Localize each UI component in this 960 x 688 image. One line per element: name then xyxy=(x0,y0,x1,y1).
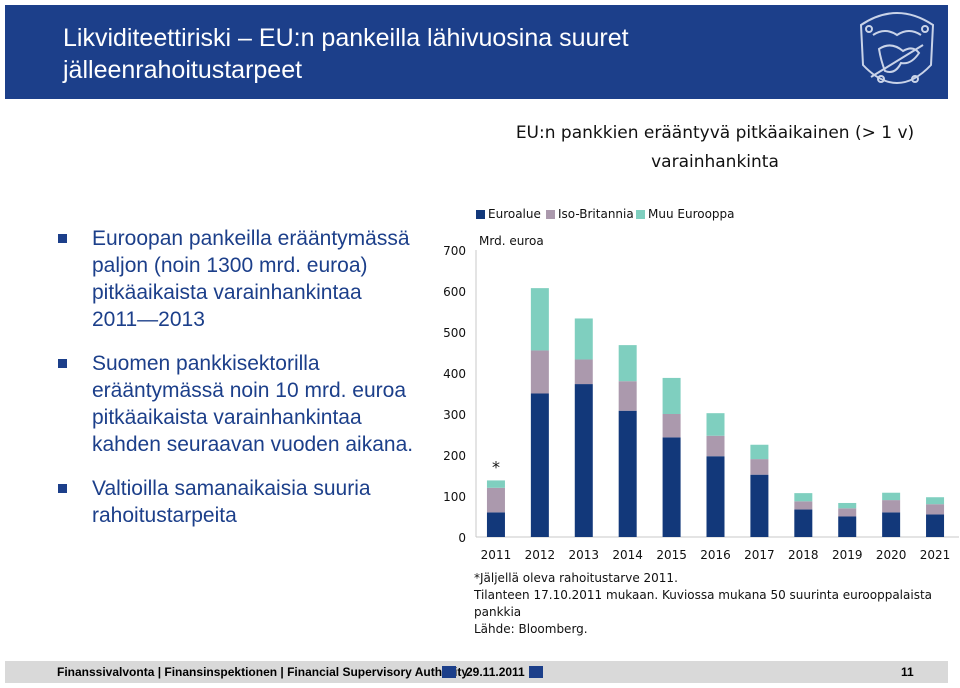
bar-segment xyxy=(574,384,593,537)
x-tick-label: 2018 xyxy=(788,548,819,562)
bar-segment xyxy=(882,492,901,501)
footnote-line2: Tilanteen 17.10.2011 mukaan. Kuviossa mu… xyxy=(474,588,933,619)
legend-swatch xyxy=(636,210,645,219)
bar-segment xyxy=(530,393,549,537)
chart-footnotes: *Jäljellä oleva rahoitustarve 2011. Tila… xyxy=(474,570,960,638)
y-tick-label: 100 xyxy=(443,490,466,504)
bar-segment xyxy=(926,514,945,537)
footer-organization: Finanssivalvonta | Finansinspektionen | … xyxy=(57,665,469,679)
x-tick-label: 2020 xyxy=(876,548,907,562)
bar-segment xyxy=(486,480,505,488)
bullet-square-icon xyxy=(58,484,67,493)
bar-segment xyxy=(794,501,813,510)
bullet-text: Valtioilla samanaikaisia suuria rahoitus… xyxy=(92,477,371,527)
footnote-source: Lähde: Bloomberg. xyxy=(474,622,588,636)
footer-square-icon xyxy=(442,666,456,678)
page-number: 11 xyxy=(901,665,914,679)
bar-segment xyxy=(750,474,769,537)
bullet-square-icon xyxy=(58,359,67,368)
header-bar: Likviditeettiriski – EU:n pankeilla lähi… xyxy=(5,5,948,99)
bullet-item: Suomen pankkisektorilla erääntymässä noi… xyxy=(58,350,430,458)
bar-segment xyxy=(618,381,637,411)
bar-segment xyxy=(706,456,725,537)
bullet-text: Euroopan pankeilla erääntymässä paljon (… xyxy=(92,227,410,331)
bar-segment xyxy=(750,444,769,460)
bar-segment xyxy=(662,414,681,438)
bullet-text: Suomen pankkisektorilla erääntymässä noi… xyxy=(92,352,414,456)
legend-swatch xyxy=(546,210,555,219)
bullet-item: Euroopan pankeilla erääntymässä paljon (… xyxy=(58,225,430,333)
page-title-line2: jälleenrahoitustarpeet xyxy=(63,56,303,84)
bar-segment xyxy=(574,318,593,360)
bar-segment xyxy=(750,459,769,475)
x-tick-label: 2015 xyxy=(656,548,687,562)
bar-segment xyxy=(618,345,637,382)
y-tick-label: 500 xyxy=(443,326,466,340)
x-tick-label: 2014 xyxy=(612,548,643,562)
bar-segment xyxy=(838,516,857,537)
page-title: Likviditeettiriski – EU:n pankeilla lähi… xyxy=(63,22,629,86)
footer-date: 29.11.2011 xyxy=(466,665,525,679)
bullet-square-icon xyxy=(58,234,67,243)
x-tick-label: 2019 xyxy=(832,548,863,562)
bullet-item: Valtioilla samanaikaisia suuria rahoitus… xyxy=(58,475,430,529)
bar-segment xyxy=(794,509,813,537)
y-tick-label: 200 xyxy=(443,449,466,463)
footer-square-icon xyxy=(529,666,543,678)
y-axis-label: Mrd. euroa xyxy=(479,234,544,248)
x-tick-label: 2017 xyxy=(744,548,775,562)
bar-segment xyxy=(706,413,725,436)
chart-title: EU:n pankkien erääntyvä pitkäaikainen (>… xyxy=(470,119,960,177)
stacked-bar-chart: Euroalue Iso-Britannia Muu Eurooppa Mrd. eu… xyxy=(443,207,959,562)
y-tick-label: 0 xyxy=(458,531,466,545)
bar-segment xyxy=(574,359,593,385)
bar-segment xyxy=(618,410,637,537)
y-tick-label: 600 xyxy=(443,285,466,299)
y-tick-label: 300 xyxy=(443,408,466,422)
bar-segment xyxy=(530,288,549,351)
legend-swatch xyxy=(476,210,485,219)
legend-label: Iso-Britannia xyxy=(558,207,634,221)
bar-segment xyxy=(486,487,505,513)
bar-segment xyxy=(706,435,725,457)
bar-segment xyxy=(838,508,857,517)
x-tick-label: 2016 xyxy=(700,548,731,562)
bar-segment xyxy=(882,500,901,513)
x-tick-label: 2013 xyxy=(568,548,599,562)
bar-segment xyxy=(794,493,813,502)
bullet-list: Euroopan pankeilla erääntymässä paljon (… xyxy=(58,225,430,546)
footer-bar: Finanssivalvonta | Finansinspektionen | … xyxy=(5,661,948,683)
legend-label: Euroalue xyxy=(488,207,541,221)
y-tick-label: 700 xyxy=(443,244,466,258)
x-tick-label: 2012 xyxy=(525,548,556,562)
x-tick-label: 2021 xyxy=(920,548,951,562)
bar-segment xyxy=(662,437,681,537)
bar-segment xyxy=(530,350,549,394)
bar-segment xyxy=(486,512,505,537)
page-title-line1: Likviditeettiriski – EU:n pankeilla lähi… xyxy=(63,24,629,52)
footnote-line1: *Jäljellä oleva rahoitustarve 2011. xyxy=(474,571,678,585)
bar-segment xyxy=(662,377,681,414)
chart-title-line2: varainhankinta xyxy=(651,152,779,172)
y-tick-label: 400 xyxy=(443,367,466,381)
bar-segment xyxy=(882,512,901,537)
bar-annotation: * xyxy=(492,457,500,476)
chart-title-line1: EU:n pankkien erääntyvä pitkäaikainen (>… xyxy=(515,123,915,143)
bar-segment xyxy=(926,497,945,505)
lion-coat-of-arms-icon xyxy=(859,12,935,84)
x-tick-label: 2011 xyxy=(481,548,512,562)
legend-label: Muu Eurooppa xyxy=(648,207,735,221)
bar-segment xyxy=(926,504,945,515)
bar-segment xyxy=(838,502,857,509)
